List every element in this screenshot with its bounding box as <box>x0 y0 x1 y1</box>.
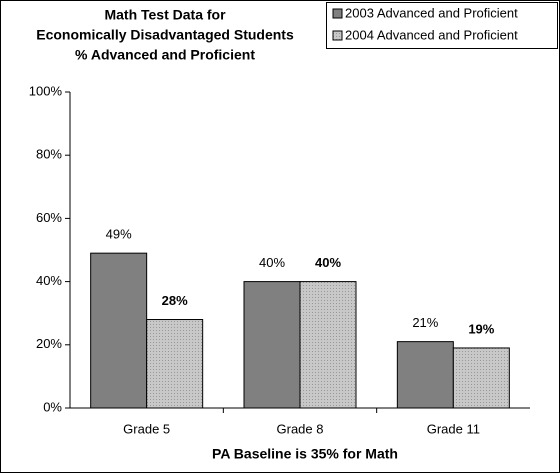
y-tick-label: 40% <box>36 273 62 288</box>
x-axis-label: PA Baseline is 35% for Math <box>212 446 398 462</box>
bar <box>243 281 301 409</box>
chart-title: Economically Disadvantaged Students <box>36 27 294 43</box>
bar <box>396 341 454 409</box>
data-label: 28% <box>162 293 188 308</box>
bar <box>146 319 204 409</box>
data-label: 40% <box>259 255 285 270</box>
data-label: 19% <box>468 321 494 336</box>
bar <box>90 252 148 409</box>
legend-label: 2003 Advanced and Proficient <box>345 5 518 20</box>
legend-label: 2004 Advanced and Proficient <box>345 27 518 42</box>
x-tick-label: Grade 8 <box>277 421 324 436</box>
bar <box>452 347 510 409</box>
x-tick-label: Grade 11 <box>427 421 480 436</box>
legend-swatch <box>332 8 343 19</box>
legend-swatch <box>332 30 343 41</box>
y-tick-label: 80% <box>36 147 62 162</box>
data-label: 21% <box>412 315 438 330</box>
chart-title: Math Test Data for <box>104 7 226 23</box>
y-tick-label: 60% <box>36 210 62 225</box>
legend-box <box>326 2 558 49</box>
y-tick-label: 0% <box>43 399 62 414</box>
y-tick-label: 20% <box>36 336 62 351</box>
data-label: 49% <box>106 227 132 242</box>
chart-title: % Advanced and Proficient <box>75 47 255 63</box>
x-tick-label: Grade 5 <box>123 421 170 436</box>
data-label: 40% <box>315 255 341 270</box>
bar <box>299 281 357 409</box>
y-tick-label: 100% <box>29 83 63 98</box>
